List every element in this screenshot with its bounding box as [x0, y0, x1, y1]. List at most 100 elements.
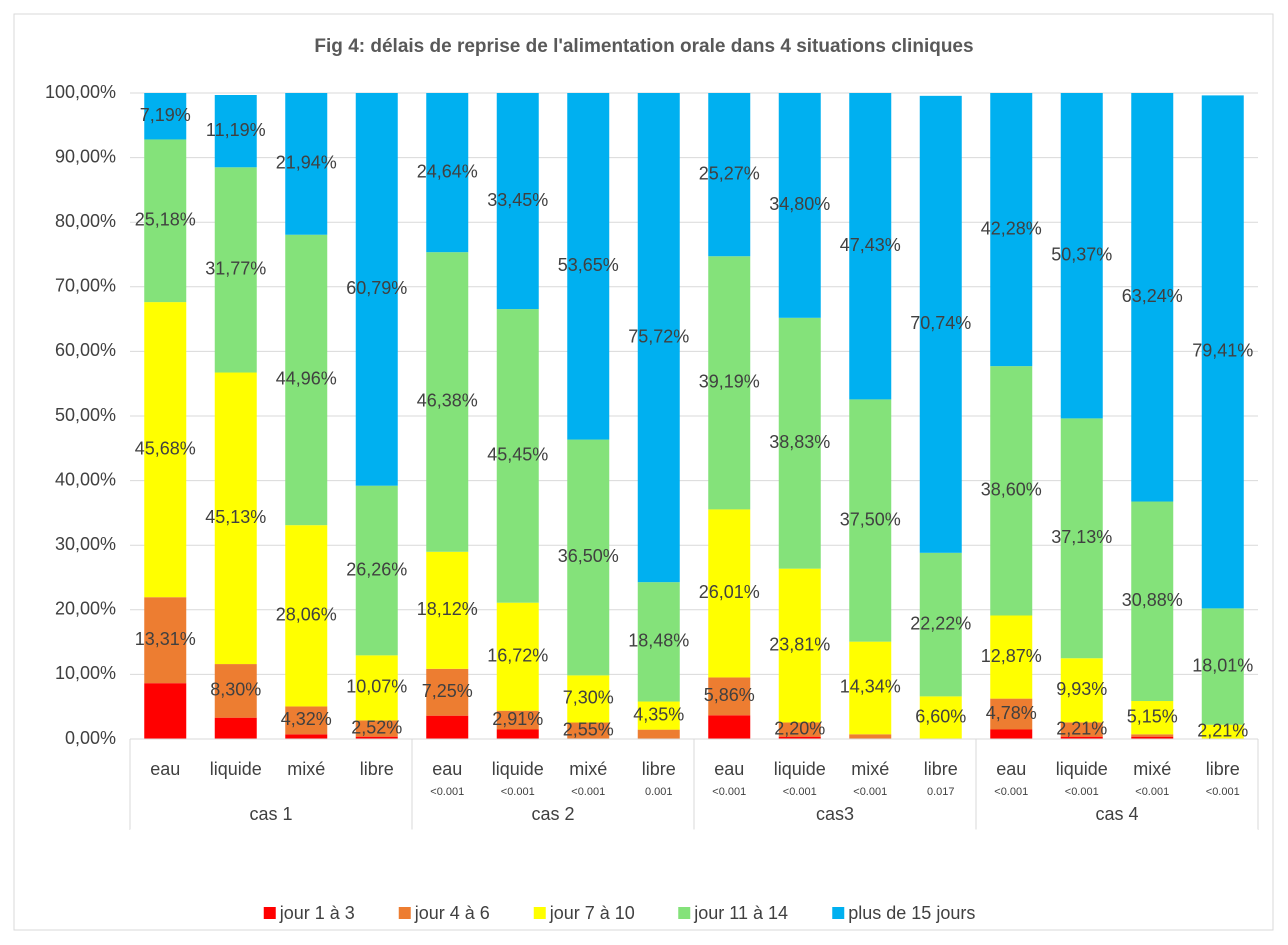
bar-segment: [1131, 701, 1174, 735]
data-label: 34,80%: [769, 194, 830, 214]
data-label: 14,34%: [840, 677, 901, 697]
bar-segment: [637, 582, 680, 702]
bar-segment: [496, 729, 539, 739]
x-tick-label: eau: [714, 759, 744, 779]
bar-segment: [496, 710, 539, 730]
x-tick-label: libre: [1206, 759, 1240, 779]
group-label: cas 4: [1095, 804, 1138, 824]
bar-segment: [426, 551, 469, 669]
group-label: cas 1: [249, 804, 292, 824]
x-tick-label: mixé: [1133, 759, 1171, 779]
data-label: 26,26%: [346, 559, 407, 579]
bar-segment: [567, 675, 610, 723]
data-label: 18,48%: [628, 631, 689, 651]
data-label: 11,19%: [206, 120, 266, 140]
chart-title: Fig 4: délais de reprise de l'alimentati…: [314, 36, 973, 57]
data-label: 9,93%: [1056, 679, 1107, 699]
p-value: <0.001: [501, 786, 535, 798]
bar-segment: [426, 93, 469, 253]
data-label: 30,88%: [1122, 590, 1183, 610]
legend-swatch: [832, 907, 845, 919]
bar-segment: [285, 93, 328, 235]
data-label: 7,19%: [140, 105, 191, 125]
bar-segment: [144, 597, 187, 684]
legend-swatch: [263, 907, 276, 919]
bar-segment: [214, 95, 257, 168]
bar-segment: [778, 93, 821, 318]
bar-segment: [637, 729, 680, 739]
x-tick-label: libre: [642, 759, 676, 779]
y-tick-label: 90,00%: [55, 146, 116, 166]
bar-segment: [919, 552, 962, 697]
bar-segment: [1201, 95, 1244, 609]
x-tick-label: eau: [996, 759, 1026, 779]
x-tick-label: eau: [150, 759, 180, 779]
x-tick-label: libre: [924, 759, 958, 779]
data-label: 25,27%: [699, 163, 760, 183]
bar-segment: [1060, 658, 1103, 723]
bar-segment: [637, 701, 680, 730]
data-label: 2,20%: [774, 718, 825, 738]
bar-segment: [708, 256, 751, 510]
bar-segment: [214, 167, 257, 373]
bar-segment: [285, 734, 328, 739]
data-label: 38,60%: [981, 480, 1042, 500]
y-tick-label: 50,00%: [55, 405, 116, 425]
data-label: 37,13%: [1051, 527, 1112, 547]
data-label: 5,86%: [704, 685, 755, 705]
y-tick-label: 20,00%: [55, 599, 116, 619]
data-label: 25,18%: [135, 210, 196, 230]
data-label: 18,12%: [417, 599, 478, 619]
bar-segment: [1060, 418, 1103, 659]
y-tick-label: 10,00%: [55, 663, 116, 683]
data-label: 79,41%: [1192, 341, 1253, 361]
bar-segment: [778, 722, 821, 737]
p-value: <0.001: [571, 786, 605, 798]
bar-segment: [567, 93, 610, 440]
data-label: 5,15%: [1127, 706, 1178, 726]
data-label: 7,30%: [563, 688, 614, 708]
p-value: <0.001: [783, 786, 817, 798]
bar-segment: [778, 736, 821, 739]
bar-segment: [708, 93, 751, 257]
p-value: <0.001: [430, 786, 464, 798]
p-value: <0.001: [1206, 786, 1240, 798]
data-label: 38,83%: [769, 432, 830, 452]
bar-segment: [285, 706, 328, 735]
bar-segment: [919, 95, 962, 553]
data-label: 44,96%: [276, 369, 337, 389]
p-value: <0.001: [994, 786, 1028, 798]
legend-swatch: [398, 907, 411, 919]
x-tick-label: liquide: [492, 759, 544, 779]
bar-segment: [1131, 93, 1174, 502]
legend-swatch: [533, 907, 546, 919]
x-tick-label: libre: [360, 759, 394, 779]
bar-segment: [1131, 501, 1174, 702]
data-label: 6,60%: [915, 706, 966, 726]
bar-segment: [214, 717, 257, 739]
bar-segment: [426, 668, 469, 716]
data-label: 47,43%: [840, 235, 901, 255]
bar-segment: [849, 734, 892, 739]
bar-segment: [144, 93, 187, 140]
bar-segment: [919, 696, 962, 739]
x-tick-label: mixé: [851, 759, 889, 779]
bar-segment: [496, 93, 539, 310]
data-label: 24,64%: [417, 161, 478, 181]
bar-segment: [1131, 734, 1174, 737]
bar-segment: [1060, 722, 1103, 737]
data-label: 37,50%: [840, 509, 901, 529]
bar-segment: [355, 93, 398, 486]
data-label: 2,91%: [492, 709, 543, 729]
bar-segment: [567, 439, 610, 676]
data-label: 12,87%: [981, 646, 1042, 666]
bar-segment: [990, 698, 1033, 730]
data-label: 4,32%: [281, 709, 332, 729]
bar-segment: [708, 677, 751, 716]
bar-segment: [214, 372, 257, 665]
data-label: 4,35%: [633, 704, 684, 724]
legend-label: jour 1 à 3: [279, 903, 355, 923]
x-tick-label: liquide: [1056, 759, 1108, 779]
y-tick-label: 0,00%: [65, 728, 116, 748]
